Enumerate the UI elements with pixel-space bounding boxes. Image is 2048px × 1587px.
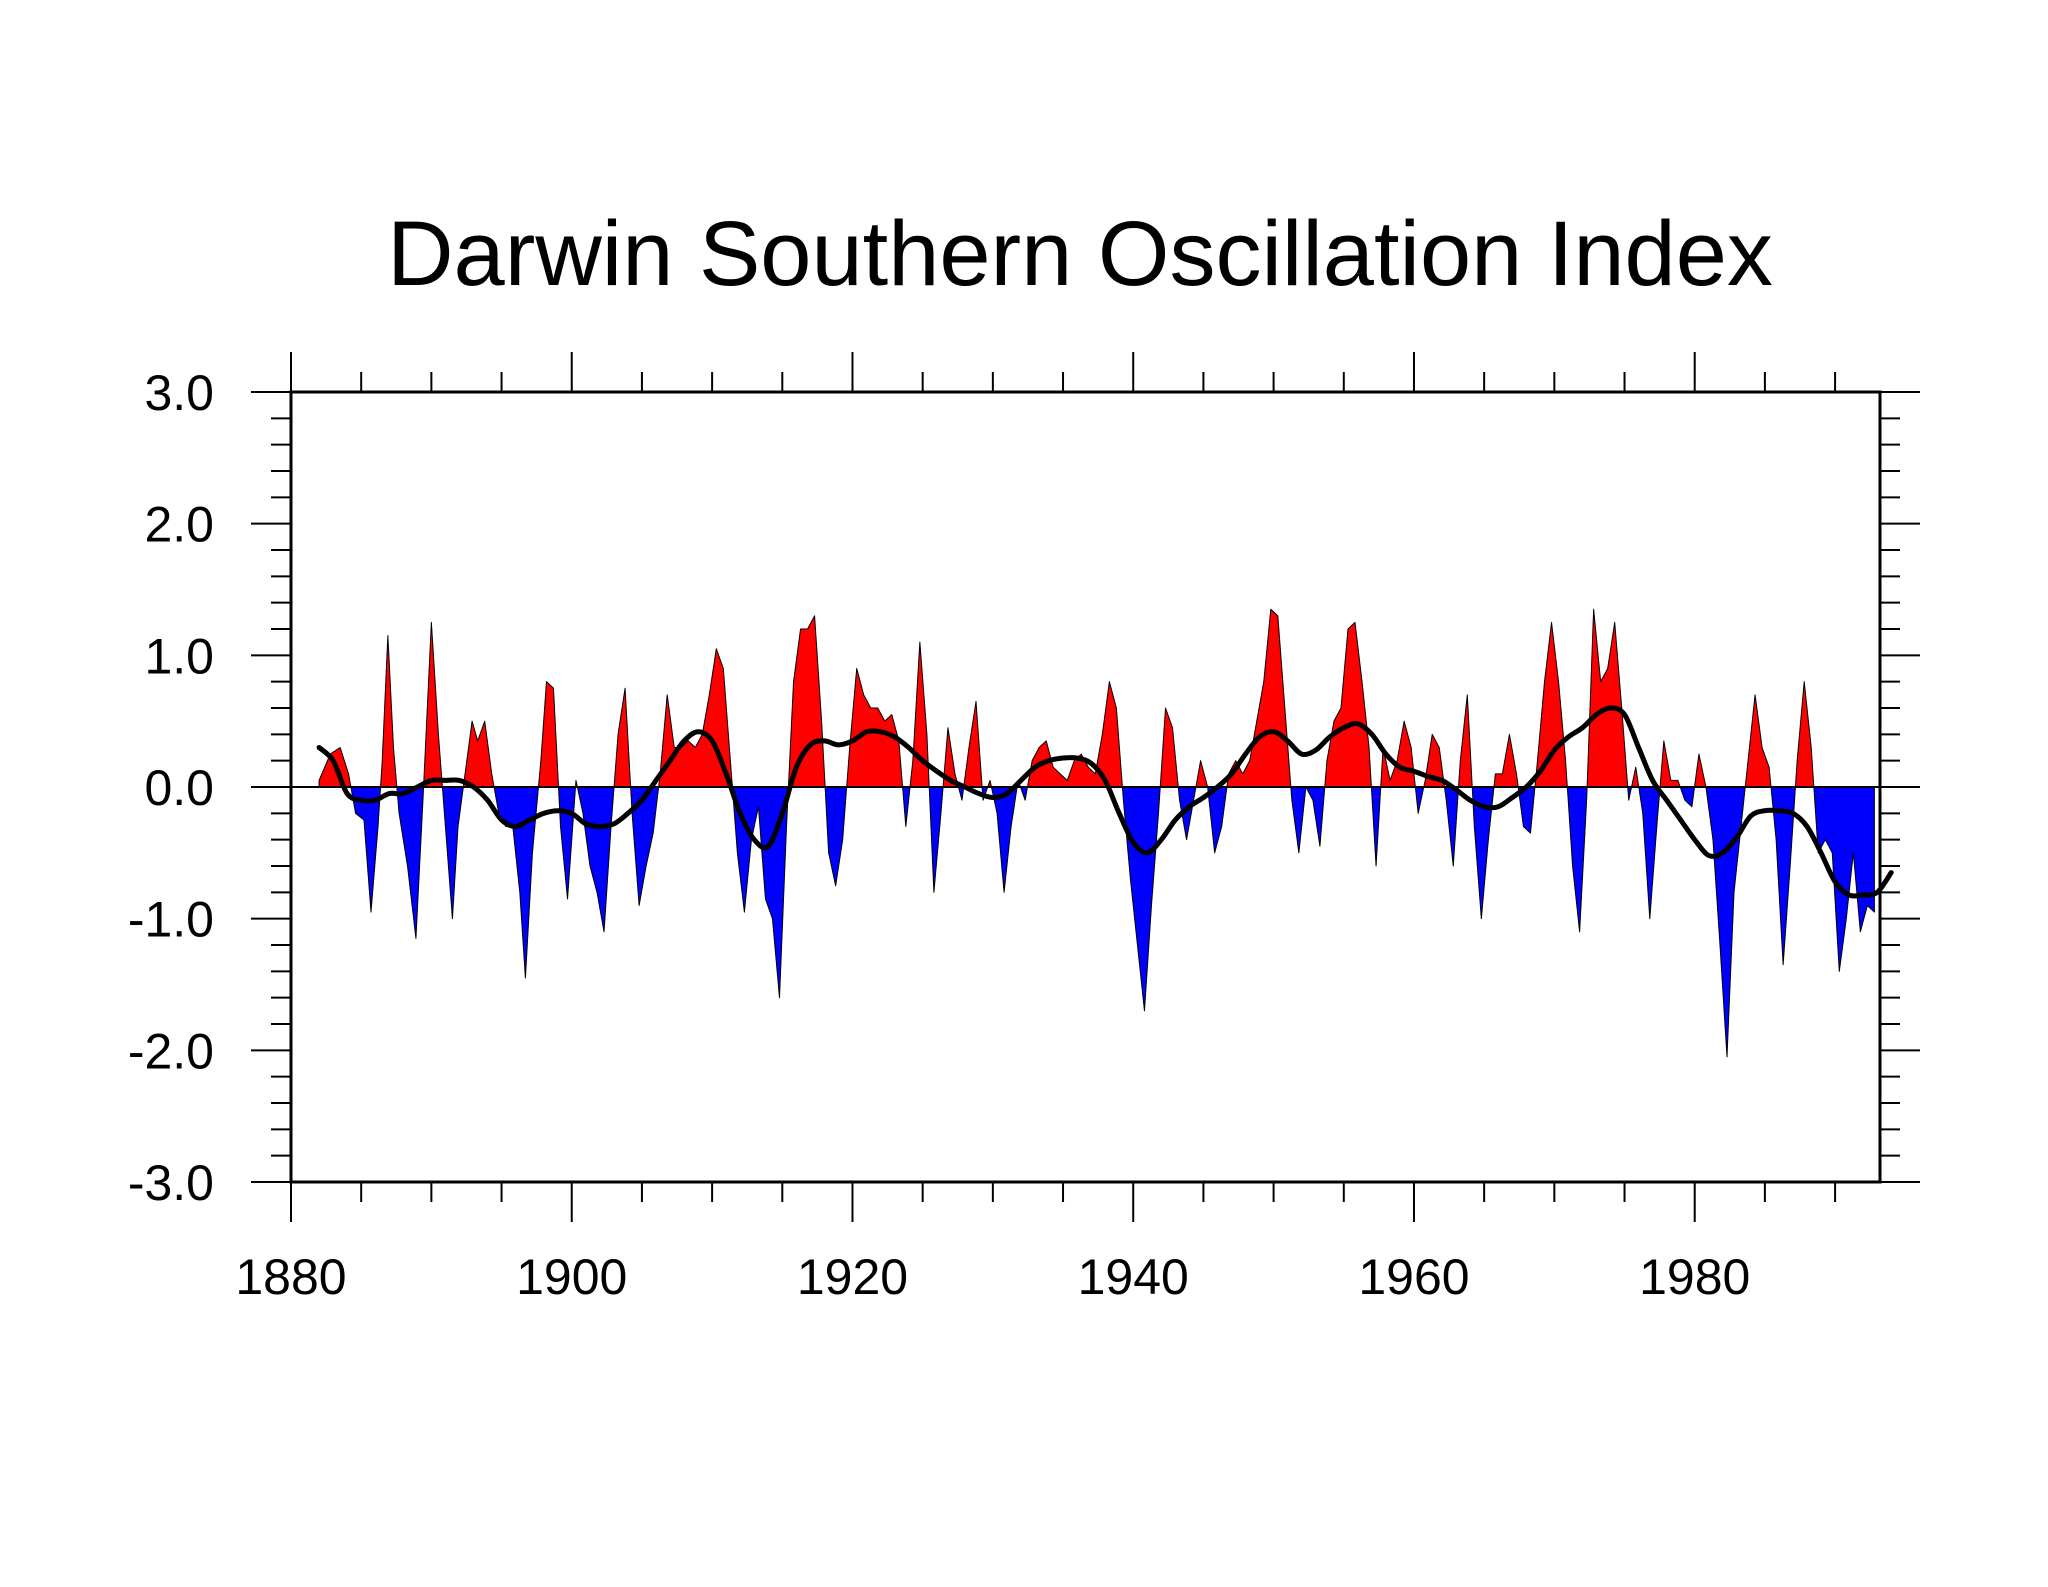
negative-anomaly-area — [396, 786, 425, 939]
negative-anomaly-area — [1207, 786, 1228, 854]
negative-anomaly-area — [1414, 786, 1425, 814]
x-tick-label: 1940 — [1078, 1249, 1189, 1305]
negative-anomaly-area — [1305, 786, 1326, 847]
negative-anomaly-area — [902, 786, 911, 827]
y-tick-label: 2.0 — [144, 497, 214, 553]
positive-anomaly-area — [1026, 681, 1123, 788]
negative-anomaly-area — [1705, 786, 1746, 1058]
smooth-line-layer — [316, 705, 1894, 899]
y-tick-label: 1.0 — [144, 628, 214, 684]
negative-anomaly-area — [1627, 786, 1633, 801]
negative-anomaly-area — [350, 786, 382, 913]
negative-anomaly-area — [1370, 786, 1382, 867]
negative-anomaly-area — [1290, 786, 1307, 854]
negative-anomaly-area — [441, 786, 464, 920]
positive-anomaly-area — [1744, 694, 1772, 788]
positive-anomaly-area — [423, 621, 443, 788]
positive-anomaly-area — [1195, 760, 1209, 788]
positive-anomaly-area — [462, 720, 495, 788]
y-tick-label: -3.0 — [128, 1155, 214, 1211]
positive-anomaly-area — [1493, 733, 1519, 788]
negative-anomaly-area — [1444, 786, 1460, 867]
positive-anomaly-area — [787, 615, 826, 788]
positive-anomaly-area — [1458, 694, 1473, 788]
y-tick-label: 0.0 — [144, 760, 214, 816]
negative-anomaly-area — [990, 786, 1018, 893]
y-tick-label: 3.0 — [144, 365, 214, 421]
fill-layer — [318, 608, 1875, 1058]
positive-anomaly-area — [1324, 621, 1372, 788]
negative-anomaly-area — [1121, 786, 1161, 1012]
x-tick-label: 1880 — [235, 1249, 346, 1305]
negative-anomaly-area — [1813, 786, 1875, 972]
y-tick-label: -2.0 — [128, 1023, 214, 1079]
positive-anomaly-area — [1659, 740, 1681, 788]
x-tick-label: 1960 — [1358, 1249, 1469, 1305]
positive-anomaly-area — [1794, 681, 1815, 788]
positive-anomaly-area — [1631, 766, 1640, 788]
negative-anomaly-area — [1566, 786, 1588, 933]
positive-anomaly-area — [537, 681, 560, 788]
positive-anomaly-area — [1159, 707, 1179, 788]
chart-title: Darwin Southern Oscillation Index — [387, 203, 1773, 305]
positive-anomaly-area — [613, 687, 632, 788]
axis-layer — [251, 352, 1920, 1222]
x-tick-label: 1980 — [1639, 1249, 1750, 1305]
positive-anomaly-area — [380, 635, 398, 788]
positive-anomaly-area — [1586, 608, 1629, 788]
smoothed-line — [316, 705, 1894, 899]
negative-anomaly-area — [928, 786, 944, 893]
negative-anomaly-area — [957, 786, 965, 801]
negative-anomaly-area — [576, 786, 615, 933]
negative-anomaly-area — [1679, 786, 1696, 808]
x-tick-label: 1920 — [797, 1249, 908, 1305]
positive-anomaly-area — [1534, 621, 1568, 788]
x-tick-label: 1900 — [516, 1249, 627, 1305]
negative-anomaly-area — [558, 786, 576, 900]
x-tick-labels: 1880 1900 1920 1940 1960 1980 — [235, 1249, 1750, 1305]
positive-anomaly-area — [1694, 753, 1707, 788]
negative-anomaly-area — [1019, 786, 1028, 801]
y-tick-labels: 3.0 2.0 1.0 0.0 -1.0 -2.0 -3.0 — [128, 365, 214, 1211]
positive-anomaly-area — [1226, 608, 1292, 788]
negative-anomaly-area — [1638, 786, 1661, 920]
negative-anomaly-area — [824, 786, 848, 887]
positive-anomaly-area — [963, 700, 983, 788]
positive-anomaly-area — [846, 668, 904, 788]
y-tick-label: -1.0 — [128, 892, 214, 948]
